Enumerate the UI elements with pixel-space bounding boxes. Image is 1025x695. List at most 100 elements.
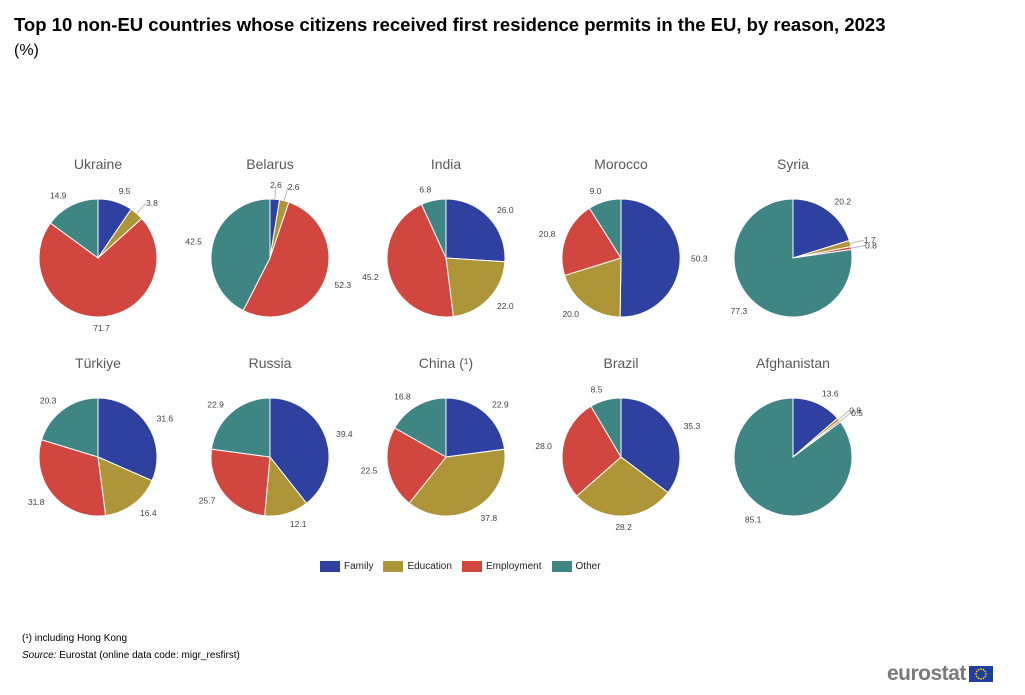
pie-charts: Ukraine 9.5 3.8 71.7 14.9 Belarus 2.6 2.6 52.3 42…: [28, 156, 877, 532]
value-label-t-rkiye-employment: 31.8: [28, 497, 45, 507]
legend-item-education: Education: [383, 561, 452, 572]
value-label-belarus-other: 42.5: [185, 237, 202, 247]
slice-t-rkiye-family: [97, 397, 158, 482]
pie-title-syria: Syria: [777, 156, 809, 172]
value-label-belarus-family: 2.6: [270, 180, 282, 190]
value-label-belarus-employment: 52.3: [335, 280, 352, 290]
value-label-russia-other: 22.9: [207, 399, 224, 409]
value-label-russia-employment: 25.7: [199, 496, 216, 506]
value-label-ukraine-education: 3.8: [146, 198, 158, 208]
legend-swatch-family: [320, 561, 340, 572]
slice-belarus-other: [210, 198, 271, 312]
value-label-china-education: 37.8: [481, 513, 498, 523]
value-label-morocco-education: 20.0: [562, 309, 579, 319]
value-label-morocco-employment: 20.8: [539, 229, 556, 239]
pie-title-india: India: [431, 156, 462, 172]
value-label-syria-family: 20.2: [835, 197, 852, 207]
pie-afghanistan: Afghanistan 13.6 0.80.5 85.1: [733, 355, 863, 525]
slice-china-family: [445, 397, 506, 458]
source-note: Source: Eurostat (online data code: migr…: [22, 650, 240, 661]
value-label-china-other: 16.8: [394, 392, 411, 402]
leader-line-syria-education: [850, 239, 864, 244]
slice-morocco-family: [619, 198, 681, 318]
value-label-ukraine-employment: 71.7: [93, 323, 110, 333]
leader-line-syria-employment: [851, 245, 866, 249]
value-label-brazil-other: 8.5: [591, 385, 603, 395]
value-label-russia-education: 12.1: [290, 519, 307, 529]
pie-title-russia: Russia: [249, 355, 292, 371]
value-label-afghanistan-other: 85.1: [745, 515, 762, 525]
legend-label-education: Education: [407, 561, 452, 572]
slice-brazil-family: [620, 397, 681, 494]
leader-line-belarus-family: [274, 185, 277, 200]
eurostat-logo: eurostat: [887, 662, 993, 686]
legend-swatch-other: [551, 561, 572, 572]
value-label-t-rkiye-family: 31.6: [157, 414, 174, 424]
pie-ukraine: Ukraine 9.5 3.8 71.7 14.9: [38, 156, 158, 333]
eu-flag-icon: [968, 666, 993, 682]
slice-t-rkiye-other: [40, 397, 99, 458]
slice-t-rkiye-employment: [38, 439, 107, 517]
value-label-belarus-education: 2.6: [288, 182, 300, 192]
legend-item-other: Other: [551, 561, 601, 572]
value-label-india-other: 6.8: [419, 185, 431, 195]
pie-china: China (¹) 22.9 37.8 22.5 16.8: [361, 355, 509, 523]
legend-label-family: Family: [344, 561, 374, 572]
pie-title-belarus: Belarus: [246, 156, 293, 172]
slice-brazil-other: [590, 397, 622, 459]
chart-title: Top 10 non-EU countries whose citizens r…: [14, 14, 886, 35]
slice-china-education: [408, 448, 506, 517]
value-label-morocco-family: 50.3: [691, 254, 708, 264]
value-label-syria-employment: 0.8: [865, 241, 877, 251]
pie-t-rkiye: Türkiye 31.6 16.4 31.8 20.3: [28, 355, 173, 518]
source-text: Eurostat (online data code: migr_resfirs…: [59, 650, 240, 661]
footnote: (¹) including Hong Kong: [22, 633, 128, 644]
pie-russia: Russia 39.4 12.1 25.7 22.9: [199, 355, 353, 529]
leader-line-ukraine-education: [136, 202, 147, 214]
pie-title-ukraine: Ukraine: [74, 156, 122, 172]
source-label: Source:: [22, 650, 57, 661]
value-label-brazil-family: 35.3: [684, 421, 701, 431]
slice-brazil-education: [576, 456, 669, 517]
chart-subtitle: (%): [14, 42, 39, 59]
legend-label-employment: Employment: [485, 561, 542, 572]
value-label-syria-other: 77.3: [731, 306, 748, 316]
slice-china-other: [393, 397, 447, 458]
value-label-afghanistan-education: 0.8: [849, 406, 861, 416]
value-label-afghanistan-employment: 0.5: [851, 408, 863, 418]
slice-morocco-other: [588, 198, 622, 260]
slice-russia-family: [269, 397, 330, 505]
slice-russia-other: [210, 397, 271, 458]
pie-title-afghanistan: Afghanistan: [756, 355, 830, 371]
slice-syria-family: [792, 198, 850, 259]
slice-morocco-education: [564, 257, 622, 318]
pie-india: India 26.0 22.0 45.2 6.8: [362, 156, 514, 318]
pie-belarus: Belarus 2.6 2.6 52.3 42.5: [185, 156, 352, 318]
value-label-brazil-employment: 28.0: [535, 441, 552, 451]
slice-t-rkiye-education: [97, 456, 153, 517]
value-label-afghanistan-family: 13.6: [822, 388, 839, 398]
logo-text: eurostat: [887, 662, 966, 685]
legend-item-family: Family: [320, 561, 373, 572]
slice-india-employment: [386, 203, 454, 318]
legend: Family Education Employment Other: [320, 561, 611, 572]
slice-morocco-employment: [561, 207, 622, 277]
pie-syria: Syria 20.2 1.70.8 77.3: [731, 156, 877, 318]
value-label-ukraine-family: 9.5: [119, 186, 131, 196]
value-label-brazil-education: 28.2: [615, 522, 632, 532]
slice-brazil-employment: [561, 405, 622, 497]
pie-morocco: Morocco 50.3 20.0 20.8 9.0: [539, 156, 708, 319]
leader-line-afghanistan-education: [838, 410, 850, 420]
value-label-ukraine-other: 14.9: [50, 191, 67, 201]
value-label-morocco-other: 9.0: [590, 186, 602, 196]
slice-china-employment: [386, 427, 447, 504]
pie-brazil: Brazil 35.3 28.2 28.0 8.5: [535, 355, 700, 532]
leader-line-afghanistan-employment: [839, 412, 852, 422]
legend-swatch-employment: [461, 561, 482, 572]
slice-syria-other: [733, 198, 853, 318]
slice-russia-employment: [210, 448, 271, 517]
value-label-russia-family: 39.4: [336, 429, 353, 439]
slice-belarus-employment: [242, 201, 330, 318]
slice-ukraine-other: [49, 198, 99, 259]
legend-item-employment: Employment: [461, 561, 542, 572]
